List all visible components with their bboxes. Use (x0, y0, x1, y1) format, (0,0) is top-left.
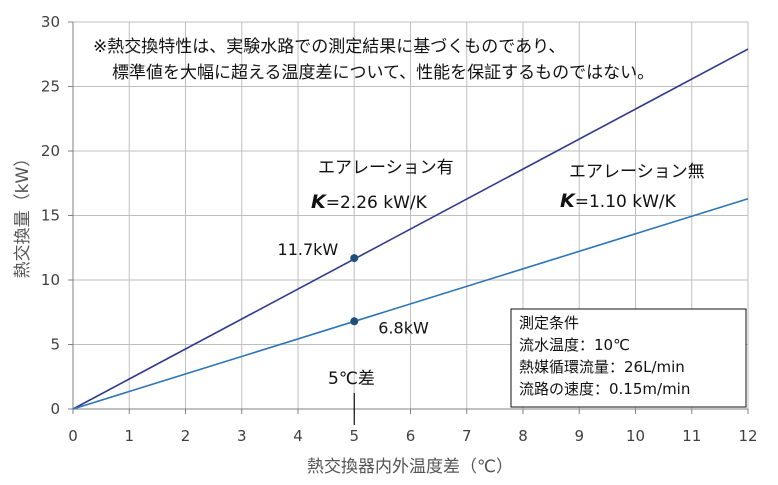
x-tick-label: 11 (682, 427, 701, 445)
y-tick-label: 15 (41, 207, 60, 225)
series-lines (72, 48, 749, 410)
series-line-non-aerated (72, 197, 749, 410)
x-tick-label: 0 (68, 427, 78, 445)
y-tick-label: 30 (41, 13, 60, 31)
non-aerated-k-letter: K (560, 190, 576, 212)
aerated-k-text: =2.26 kW/K (326, 193, 428, 213)
series-line-aerated (72, 48, 749, 410)
condition-water-temp: 流水温度：10℃ (519, 336, 630, 354)
conditions-box-border (510, 308, 747, 408)
axes (68, 21, 749, 414)
x-axis-title: 熱交換器内外温度差（℃） (307, 457, 513, 477)
x-tick-label: 7 (462, 427, 472, 445)
y-tick-label: 20 (41, 142, 60, 160)
data-points: 11.7kW 6.8kW (278, 240, 429, 337)
non-aerated-k-value: K=1.10 kW/K (560, 190, 677, 212)
x-tick-label: 2 (181, 427, 191, 445)
x-tick-label: 9 (574, 427, 584, 445)
marker-label: 5℃差 (328, 369, 375, 389)
x-tick-label: 10 (626, 427, 645, 445)
note-line-1: ※熱交換特性は、実験水路での測定結果に基づくものであり、 (93, 37, 565, 57)
y-tick-label: 0 (50, 400, 60, 418)
x-tick-label: 8 (518, 427, 528, 445)
aerated-k-letter: K (311, 191, 327, 213)
conditions-title: 測定条件 (519, 314, 579, 332)
x-tick-label: 12 (738, 427, 757, 445)
y-tick-label: 25 (41, 78, 60, 96)
note-line-2: 標準値を大幅に超える温度差について、性能を保証するものではない。 (112, 63, 654, 83)
data-point (350, 317, 359, 326)
x-tick-label: 3 (237, 427, 247, 445)
x-tick-label: 6 (406, 427, 416, 445)
condition-flow-rate: 熱媒循環流量：26L/min (519, 358, 685, 376)
data-point-label: 6.8kW (378, 318, 429, 337)
condition-channel-speed: 流路の速度：0.15m/min (519, 380, 690, 398)
data-point-label: 11.7kW (278, 240, 339, 259)
x-tick-label: 4 (293, 427, 303, 445)
non-aerated-k-text: =1.10 kW/K (575, 192, 677, 212)
non-aerated-series-label: エアレーション無 (569, 162, 705, 182)
conditions-box: 測定条件 流水温度：10℃ 熱媒循環流量：26L/min 流路の速度：0.15m… (510, 308, 747, 408)
y-tick-label: 5 (50, 336, 60, 354)
y-tick-label: 10 (41, 271, 60, 289)
x-tick-label: 1 (124, 427, 134, 445)
aerated-k-value: K=2.26 kW/K (311, 191, 428, 213)
data-point (350, 254, 359, 263)
x-tick-label: 5 (349, 427, 359, 445)
y-axis-title: 熱交換量（kW） (13, 150, 33, 279)
aerated-series-label: エアレーション有 (318, 158, 454, 178)
